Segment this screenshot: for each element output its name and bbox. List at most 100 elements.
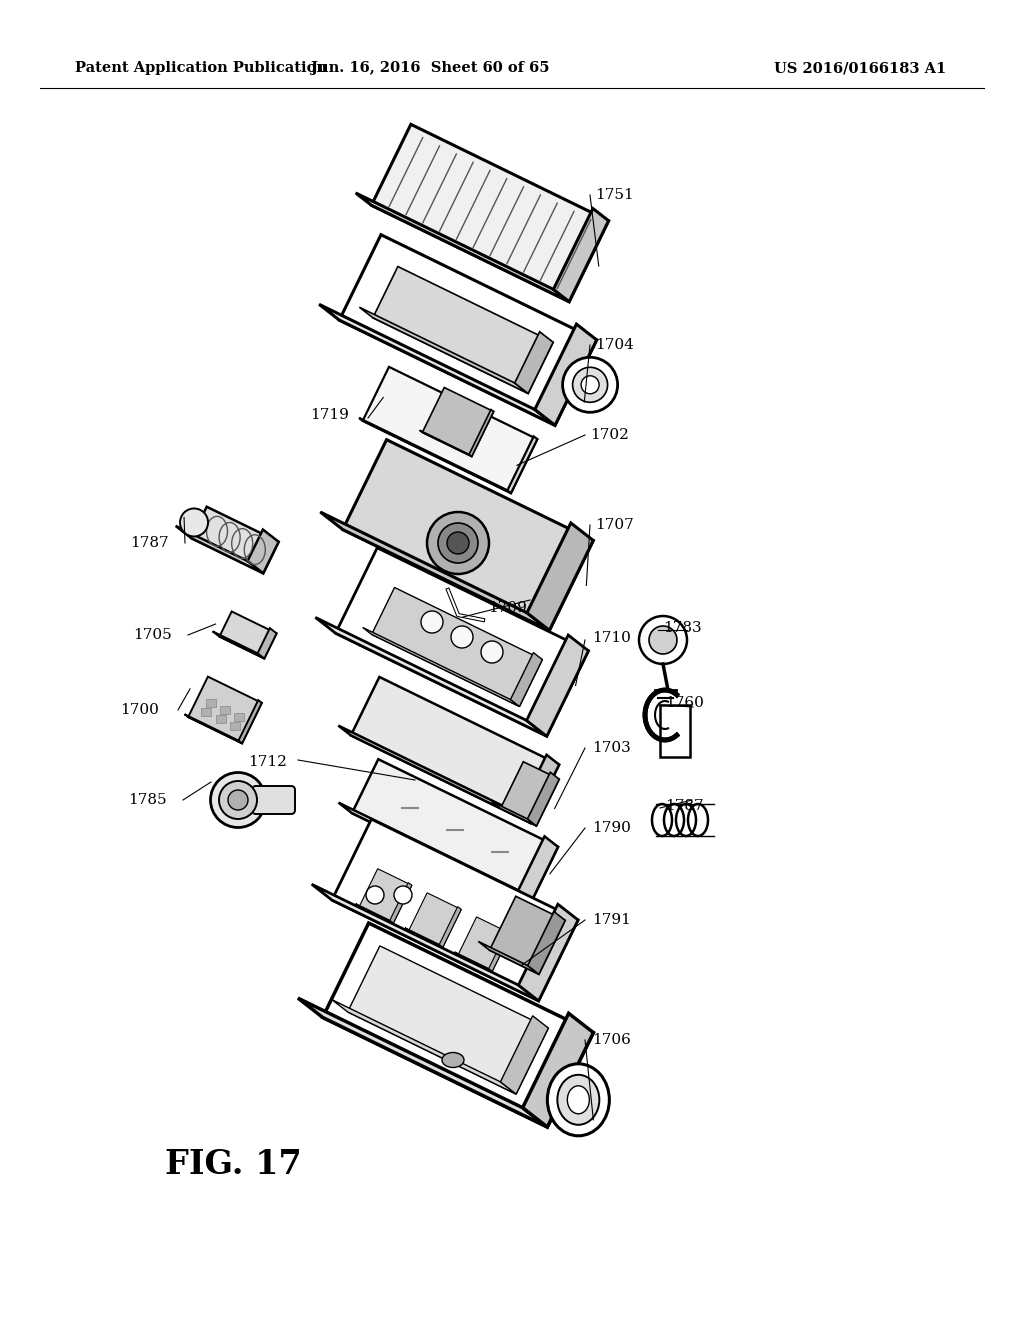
Polygon shape <box>216 715 225 723</box>
Text: US 2016/0166183 A1: US 2016/0166183 A1 <box>774 61 946 75</box>
Polygon shape <box>362 367 538 494</box>
Polygon shape <box>220 706 230 714</box>
Ellipse shape <box>639 616 687 664</box>
Text: 1787: 1787 <box>665 799 703 813</box>
Ellipse shape <box>421 611 443 634</box>
Ellipse shape <box>211 772 265 828</box>
Polygon shape <box>455 952 493 972</box>
Polygon shape <box>343 440 593 631</box>
Polygon shape <box>321 512 550 631</box>
Text: 1787: 1787 <box>130 536 169 550</box>
Text: FIG. 17: FIG. 17 <box>165 1148 302 1181</box>
Text: 1790: 1790 <box>592 821 631 836</box>
Text: 1791: 1791 <box>592 913 631 927</box>
Ellipse shape <box>562 358 617 412</box>
Polygon shape <box>535 325 597 425</box>
Ellipse shape <box>366 886 384 904</box>
Polygon shape <box>511 652 543 706</box>
Polygon shape <box>553 209 608 302</box>
Polygon shape <box>406 928 442 948</box>
Polygon shape <box>469 409 494 457</box>
Text: 1705: 1705 <box>133 628 172 642</box>
Ellipse shape <box>442 1052 464 1068</box>
Text: 1760: 1760 <box>665 696 703 710</box>
Polygon shape <box>526 635 589 737</box>
Polygon shape <box>202 708 211 715</box>
Text: 1702: 1702 <box>590 428 629 442</box>
Text: 1707: 1707 <box>595 517 634 532</box>
Polygon shape <box>338 726 530 824</box>
Ellipse shape <box>438 523 478 564</box>
Ellipse shape <box>451 626 473 648</box>
Polygon shape <box>488 931 511 972</box>
Polygon shape <box>373 267 553 393</box>
Polygon shape <box>352 759 558 900</box>
Polygon shape <box>492 801 537 826</box>
Polygon shape <box>339 235 597 425</box>
Text: 1706: 1706 <box>592 1034 631 1047</box>
Text: 1712: 1712 <box>248 755 287 770</box>
Polygon shape <box>355 193 569 302</box>
Polygon shape <box>362 627 519 706</box>
Ellipse shape <box>567 1086 590 1114</box>
Polygon shape <box>219 611 276 659</box>
Polygon shape <box>230 722 240 730</box>
Polygon shape <box>347 946 549 1094</box>
Text: 1783: 1783 <box>663 620 701 635</box>
Polygon shape <box>359 308 528 393</box>
Ellipse shape <box>557 1074 599 1125</box>
Polygon shape <box>176 525 263 573</box>
Polygon shape <box>527 523 593 631</box>
Text: 1751: 1751 <box>595 187 634 202</box>
Polygon shape <box>248 529 279 573</box>
Polygon shape <box>518 755 559 824</box>
Polygon shape <box>372 124 608 302</box>
Polygon shape <box>420 430 472 457</box>
Polygon shape <box>478 941 539 974</box>
Text: 1704: 1704 <box>595 338 634 352</box>
Ellipse shape <box>180 508 208 536</box>
Ellipse shape <box>581 376 599 393</box>
Polygon shape <box>351 677 559 824</box>
FancyBboxPatch shape <box>252 785 295 814</box>
Polygon shape <box>409 892 461 948</box>
Polygon shape <box>501 1016 549 1094</box>
Polygon shape <box>315 618 547 737</box>
Polygon shape <box>660 705 690 756</box>
Text: Patent Application Publication: Patent Application Publication <box>75 61 327 75</box>
Polygon shape <box>518 904 579 1001</box>
Text: Jun. 16, 2016  Sheet 60 of 65: Jun. 16, 2016 Sheet 60 of 65 <box>310 61 549 75</box>
Polygon shape <box>355 904 393 923</box>
Polygon shape <box>206 700 216 708</box>
Text: 1700: 1700 <box>120 704 159 717</box>
Polygon shape <box>213 631 264 659</box>
Polygon shape <box>339 803 531 900</box>
Polygon shape <box>336 548 589 737</box>
Ellipse shape <box>548 1064 609 1135</box>
Ellipse shape <box>649 626 677 653</box>
Polygon shape <box>234 713 245 721</box>
Polygon shape <box>527 912 565 974</box>
Ellipse shape <box>481 642 503 663</box>
Polygon shape <box>332 820 579 1001</box>
Polygon shape <box>188 677 262 743</box>
Polygon shape <box>527 772 559 826</box>
Polygon shape <box>422 388 494 457</box>
Text: 1709: 1709 <box>488 601 527 615</box>
Polygon shape <box>515 331 553 393</box>
Polygon shape <box>319 305 555 425</box>
Text: 1719: 1719 <box>310 408 349 422</box>
Polygon shape <box>501 762 559 826</box>
Polygon shape <box>439 907 461 948</box>
Polygon shape <box>372 587 543 706</box>
Text: 1785: 1785 <box>128 793 167 807</box>
Polygon shape <box>518 837 558 900</box>
Polygon shape <box>332 999 516 1094</box>
Polygon shape <box>359 418 511 494</box>
Ellipse shape <box>228 789 248 810</box>
Polygon shape <box>184 714 242 743</box>
Polygon shape <box>298 998 548 1127</box>
Polygon shape <box>390 883 412 923</box>
Polygon shape <box>323 923 593 1127</box>
Text: 1710: 1710 <box>592 631 631 645</box>
